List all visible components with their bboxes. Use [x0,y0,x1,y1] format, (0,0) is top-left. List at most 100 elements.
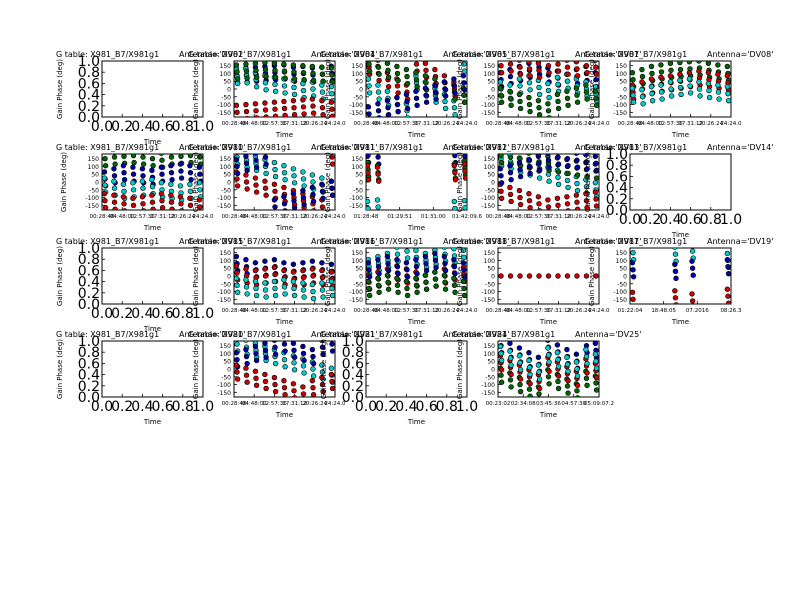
y-axis-label: Gain Phase (deg) [324,152,332,212]
data-point-cyan [243,341,249,343]
y-tick-label: -100 [613,289,627,296]
y-tick-label: 50 [91,172,99,179]
data-point-cyan [282,291,288,297]
data-point-blue [366,260,372,266]
data-point-green [461,285,467,292]
data-point-cyan [697,93,703,99]
data-point-cyan [263,87,269,93]
data-point-blue [329,348,335,354]
data-point-blue [243,160,250,167]
data-point-red [517,194,523,201]
data-point-red [281,377,287,384]
data-point-cyan [329,90,335,97]
subplot-title-antenna: Antenna='DV20' [179,330,245,339]
data-point-cyan [583,346,589,353]
data-point-blue [384,253,391,260]
data-point-blue [290,190,297,197]
data-point-red [158,190,165,197]
data-point-green [630,76,636,83]
y-axis-label: Gain Phase (deg) [192,246,200,306]
data-point-green [281,68,288,74]
y-tick-label: 0 [491,274,495,281]
data-point-blue [319,181,325,188]
data-point-cyan [724,250,731,257]
data-point-red [564,194,570,200]
data-point-cyan [310,295,317,302]
data-point-cyan [272,166,278,173]
subplot-antennadv12: G table: X981_B7/X981g1 Antenna='DV12'Gai… [320,143,509,232]
y-tick-label: -150 [481,110,495,117]
data-point-cyan [243,277,249,283]
data-point-blue [301,357,307,364]
x-tick-label: 0.0 [355,399,377,415]
data-point-blue [187,162,193,169]
y-tick-label: 0 [623,87,627,94]
data-point-blue [394,101,401,108]
y-tick-label: -150 [85,203,99,210]
data-point-green [263,73,269,80]
y-tick-label: 0.8 [606,158,628,174]
data-point-green [395,289,401,296]
data-point-red [508,198,514,205]
data-point-red [253,375,259,382]
y-tick-label: -50 [221,281,231,288]
data-point-red [329,378,335,385]
subplot-title-table: G table: X981_B7/X981g1 [584,50,687,59]
subplot-title-antenna: Antenna='DV19' [707,237,773,246]
y-tick-label: 0.6 [342,356,364,372]
data-point-green [422,73,429,79]
data-point-red [253,108,259,114]
data-point-green [149,155,156,162]
subplot-antennadv19: G table: X981_B7/X981g1 Antenna='DV19' Gai… [584,237,773,326]
data-point-red [244,186,250,192]
data-point-cyan [565,368,571,375]
data-point-red [639,79,645,85]
data-point-green [545,108,552,114]
data-point-red [584,69,590,76]
data-point-green [535,97,542,104]
y-tick-label: 150 [484,63,496,70]
y-tick-label: 150 [616,63,628,70]
data-point-green [574,395,581,397]
x-tick-label: 00:28:48 [222,121,247,127]
data-point-green [507,377,514,383]
x-tick-label: 0.6 [151,119,173,135]
data-point-green [517,98,523,105]
x-axis-label: Time [671,231,689,239]
data-point-red [689,298,696,304]
data-point-cyan [630,85,636,91]
data-point-cyan [320,294,326,300]
data-point-cyan [111,178,117,184]
y-tick-label: 0 [227,274,231,281]
data-point-red [122,208,128,210]
data-point-cyan [272,360,279,367]
data-point-red [187,202,194,209]
subplot-title-antenna: Antenna='DV18' [443,237,509,246]
data-point-green [131,159,137,166]
data-point-blue [423,92,429,98]
y-tick-label: -50 [485,187,495,194]
x-axis-label: Time [143,325,161,333]
x-axis-label: Time [539,131,557,139]
data-point-red [130,195,136,202]
data-point-blue [507,162,513,169]
data-point-red [234,109,240,116]
data-point-red [309,377,316,384]
data-point-blue [498,180,505,186]
data-point-cyan [545,345,551,351]
subplot-title-table: G table: X981_B7/X981g1 [56,50,159,59]
data-point-green [574,92,580,98]
data-point-red [234,102,240,109]
data-point-green [103,154,106,155]
data-point-green [102,155,108,162]
subplot-title-table: G table: X981_B7/X981g1 [452,330,555,339]
data-point-blue [555,154,561,160]
data-point-red [516,61,523,63]
data-point-red [526,61,532,65]
data-point-cyan [546,178,552,184]
data-point-cyan [366,205,371,210]
data-point-red [564,64,571,70]
data-point-blue [244,360,250,367]
subplot-title-antenna: Antenna='DV17' [575,237,641,246]
data-point-red [300,391,307,397]
